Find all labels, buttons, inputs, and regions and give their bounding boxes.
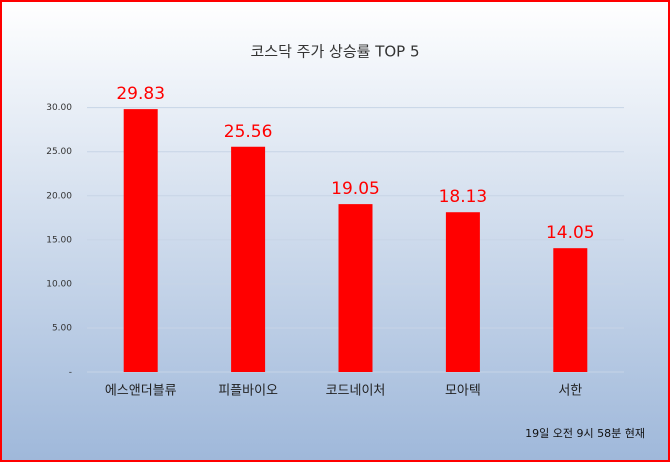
x-tick-label: 코드네이처 <box>326 384 386 399</box>
y-tick-label: 15.00 <box>46 235 72 245</box>
x-tick-label: 에스앤더블류 <box>105 384 177 399</box>
x-tick-label: 모아텍 <box>445 384 481 399</box>
annotation: 19일 오전 9시 58분 현재 <box>525 426 645 440</box>
bar <box>123 109 158 373</box>
y-tick-label: 30.00 <box>46 103 72 113</box>
y-tick-label: 10.00 <box>46 279 72 289</box>
y-tick-label: 25.00 <box>46 147 72 157</box>
value-label: 14.05 <box>546 223 595 243</box>
bar <box>553 248 588 372</box>
y-tick-label: - <box>69 368 72 378</box>
bar <box>338 204 373 372</box>
chart-title: 코스닥 주가 상승률 TOP 5 <box>250 43 419 61</box>
x-tick-label: 피플바이오 <box>218 384 278 399</box>
x-tick-label: 서한 <box>558 384 582 399</box>
y-tick-label: 20.00 <box>46 191 72 201</box>
value-label: 25.56 <box>224 122 273 142</box>
value-label: 29.83 <box>116 84 165 104</box>
bar <box>445 212 480 372</box>
value-label: 19.05 <box>331 179 380 199</box>
value-label: 18.13 <box>439 187 488 207</box>
bar <box>231 146 266 372</box>
y-tick-label: 5.00 <box>52 323 72 333</box>
